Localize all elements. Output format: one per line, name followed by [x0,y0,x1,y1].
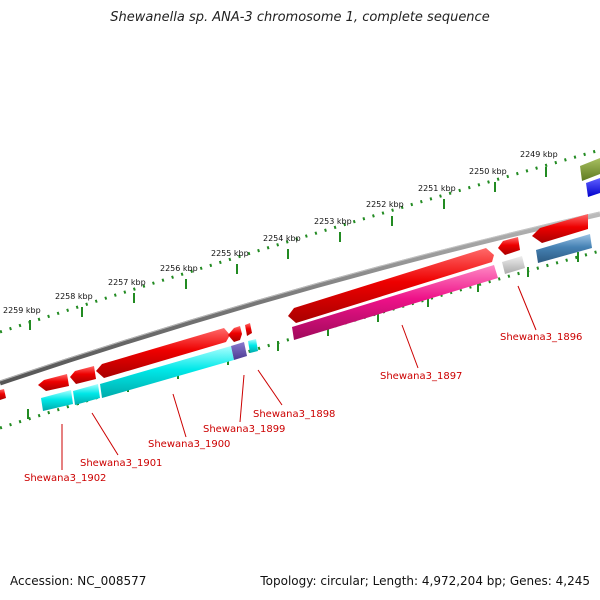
cds-shewana3-1897[interactable] [288,248,494,323]
cds-top-right-blue[interactable] [586,178,600,197]
gene-label[interactable]: Shewana3_1900 [148,439,230,450]
kbp-labels: 2249 kbp 2250 kbp 2251 kbp 2252 kbp 2253 kbp… [3,150,558,315]
cds-shewana3-1896-forward[interactable] [498,237,520,255]
kbp-label: 2251 kbp [418,184,456,193]
cds-shewana3-1901[interactable] [73,384,100,405]
cds-top-right-olive[interactable] [580,158,600,181]
kbp-label: 2257 kbp [108,278,146,287]
cds-shewana3-1901-forward[interactable] [70,366,96,384]
gene-label[interactable]: Shewana3_1897 [380,371,462,382]
kbp-label: 2259 kbp [3,306,41,315]
reverse-strand-features [41,158,600,411]
cds-shewana3-1902[interactable] [41,390,73,411]
cds-shewana3-1896[interactable] [502,256,525,274]
cds-top-right-forward[interactable] [532,214,588,243]
forward-strand-features [0,214,588,400]
cds-left-edge[interactable] [0,389,6,400]
accession-text: Accession: NC_008577 [10,574,147,588]
map-title: Shewanella sp. ANA-3 chromosome 1, compl… [110,10,490,25]
kbp-label: 2256 kbp [160,264,198,273]
cds-purple-small[interactable] [231,342,247,360]
topology-text: Topology: circular; Length: 4,972,204 bp… [260,574,590,588]
gene-label[interactable]: Shewana3_1902 [24,473,106,484]
kbp-label: 2249 kbp [520,150,558,159]
gene-labels: Shewana3_1896 Shewana3_1897 Shewana3_1898 S… [24,332,582,484]
cds-shewana3-1902-forward[interactable] [38,374,69,391]
cds-shewana3-1900[interactable] [100,346,234,398]
sequence-backbone [0,211,600,386]
kbp-label: 2252 kbp [366,200,404,209]
cds-shewana3-1900-forward[interactable] [96,328,230,378]
cds-shewana3-1897-reverse[interactable] [292,265,498,340]
kbp-label: 2255 kbp [211,249,249,258]
cds-shewana3-1896-reverse[interactable] [536,234,592,263]
kbp-label: 2254 kbp [263,234,301,243]
gene-label[interactable]: Shewana3_1899 [203,424,285,435]
kbp-label: 2250 kbp [469,167,507,176]
kbp-label: 2253 kbp [314,217,352,226]
cds-small-forward-b[interactable] [245,323,252,336]
gene-label[interactable]: Shewana3_1898 [253,409,335,420]
kbp-label: 2258 kbp [55,292,93,301]
cds-shewana3-1898[interactable] [248,339,258,353]
cds-small-forward-a[interactable] [228,326,242,342]
gene-leader-lines [61,285,537,470]
gene-label[interactable]: Shewana3_1901 [80,458,162,469]
gene-label[interactable]: Shewana3_1896 [500,332,582,343]
